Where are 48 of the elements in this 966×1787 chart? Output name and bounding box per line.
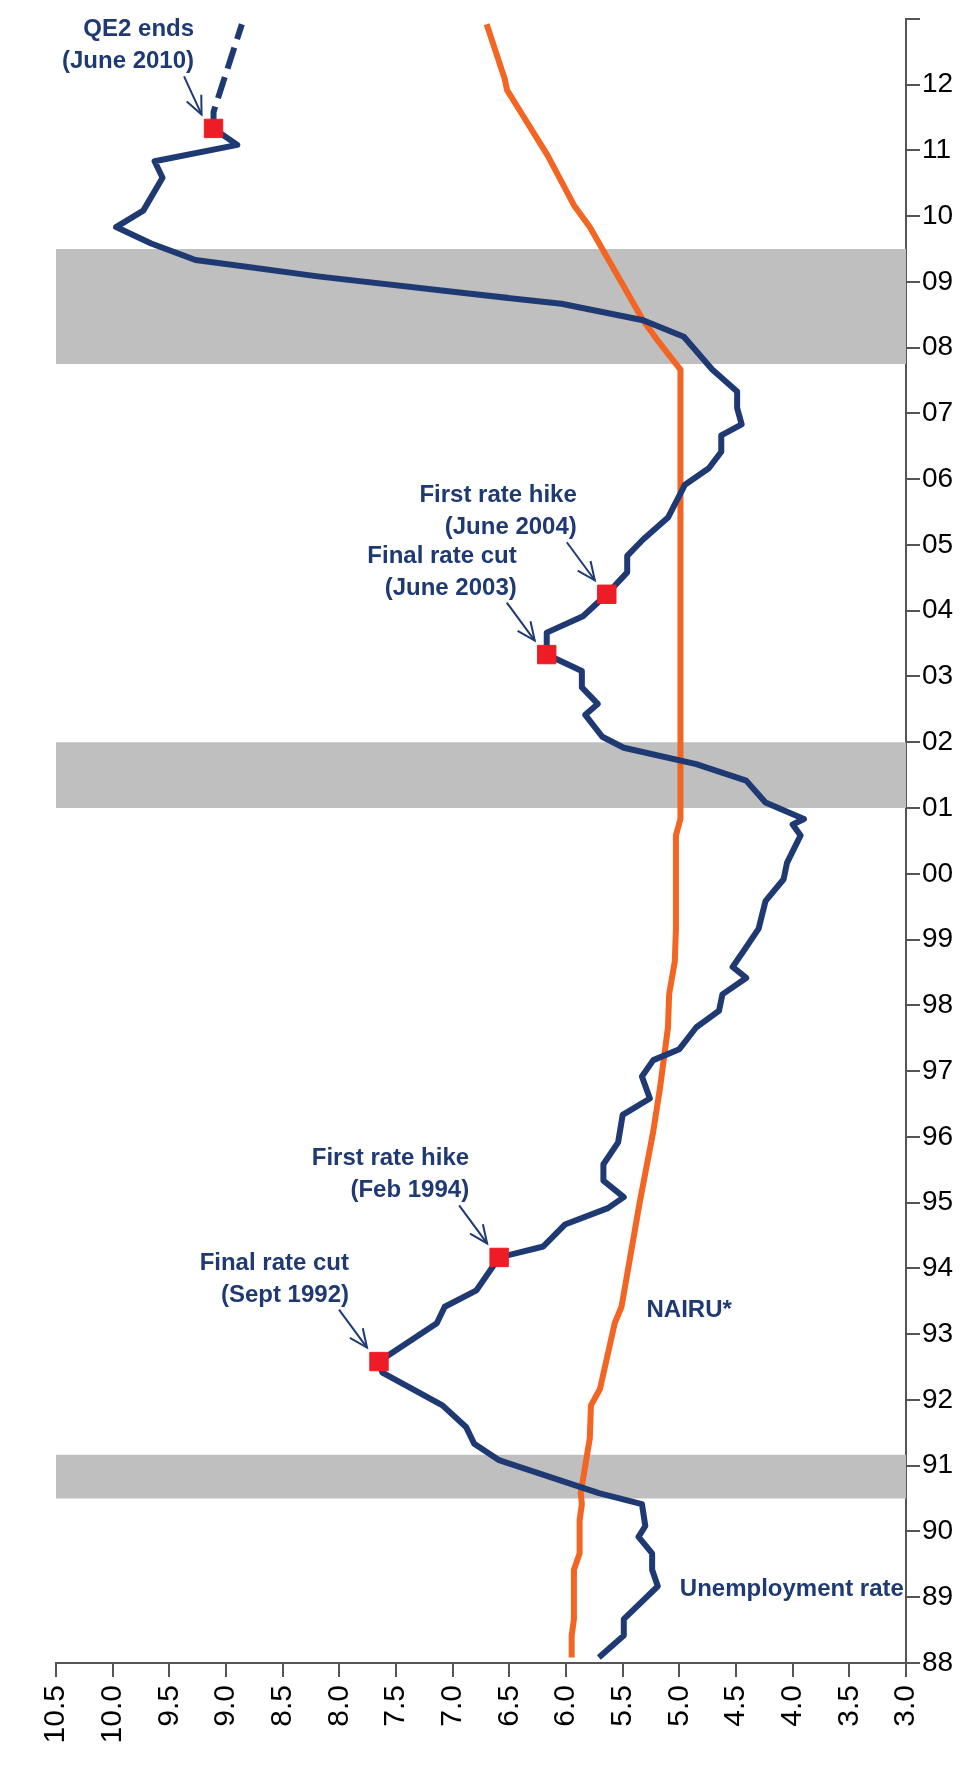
y-tick-label: 95 [922,1185,954,1217]
annotation: Final rate cut (June 2003) [367,540,517,600]
x-tick-label: 3.0 [887,1685,921,1727]
y-tick-label: 02 [922,724,954,756]
series-label: NAIRU* [646,1294,733,1322]
annotation: QE2 ends (June 2010) [62,14,195,74]
y-tick-label: 96 [922,1119,954,1151]
x-tick-label: 5.5 [603,1685,637,1727]
y-tick-label: 08 [922,330,954,362]
x-tick-label: 3.5 [830,1685,864,1727]
y-tick-label: 04 [922,593,954,625]
annotation: First rate hike (Feb 1994) [311,1143,470,1203]
y-tick-label: 12 [922,67,954,99]
y-tick-label: 90 [922,1514,954,1546]
y-tick-label: 93 [922,1316,954,1348]
y-tick-label: 09 [922,264,954,296]
annotation: First rate hike (June 2004) [419,480,577,540]
y-tick-label: 89 [922,1579,954,1611]
x-tick-label: 10.5 [37,1685,71,1744]
y-tick-label: 11 [922,133,952,165]
y-tick-label: 99 [922,922,954,954]
x-tick-label: 6.5 [490,1685,524,1727]
x-tick-label: 6.0 [547,1685,581,1727]
y-tick-label: 01 [922,790,954,822]
x-tick-label: 7.0 [433,1685,467,1727]
y-tick-label: 88 [922,1645,954,1677]
y-tick-label: 97 [922,1053,954,1085]
x-tick-label: 9.0 [207,1685,241,1727]
x-tick-label: 10.0 [93,1685,127,1744]
y-tick-label: 10 [922,198,954,230]
y-tick-label: 94 [922,1251,954,1283]
x-tick-label: 8.5 [263,1685,297,1727]
y-tick-label: 06 [922,461,954,493]
x-tick-label: 5.0 [660,1685,694,1727]
y-tick-label: 07 [922,396,954,428]
y-tick-label: 98 [922,988,954,1020]
x-tick-label: 9.5 [150,1685,184,1727]
x-tick-label: 4.5 [717,1685,751,1727]
y-tick-label: 00 [922,856,954,888]
x-tick-label: 4.0 [773,1685,807,1727]
y-tick-label: 91 [922,1448,954,1480]
x-tick-label: 8.0 [320,1685,354,1727]
annotation: Final rate cut (Sept 1992) [199,1247,349,1307]
series-label: Unemployment rate [679,1574,904,1602]
x-tick-label: 7.5 [377,1685,411,1727]
y-tick-label: 03 [922,659,954,691]
y-tick-label: 92 [922,1382,954,1414]
y-tick-label: 05 [922,527,954,559]
